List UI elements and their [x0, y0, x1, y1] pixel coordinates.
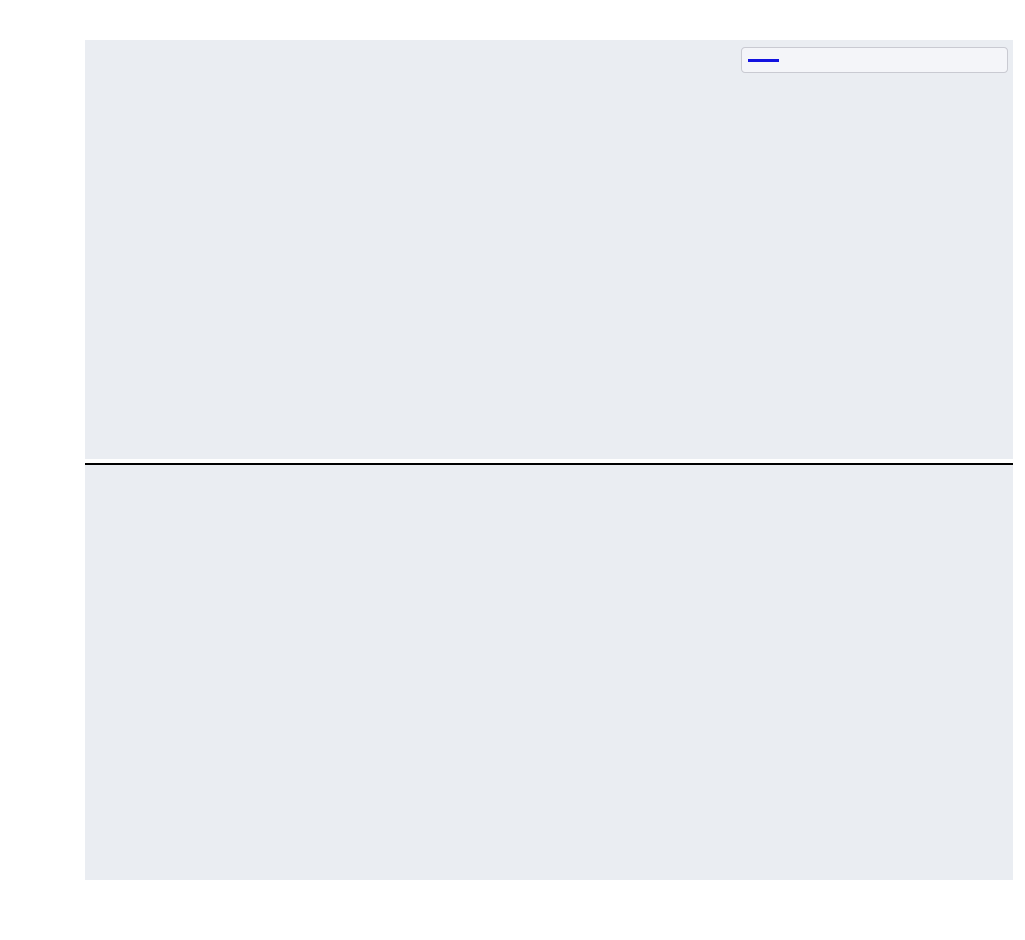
zero-line: [85, 463, 1013, 465]
legend-line-swatch: [748, 58, 779, 62]
legend: [741, 47, 1008, 73]
plot-area-absolute-change: [85, 463, 1013, 880]
plot-area-economic-capital-ratio: [85, 40, 1013, 459]
